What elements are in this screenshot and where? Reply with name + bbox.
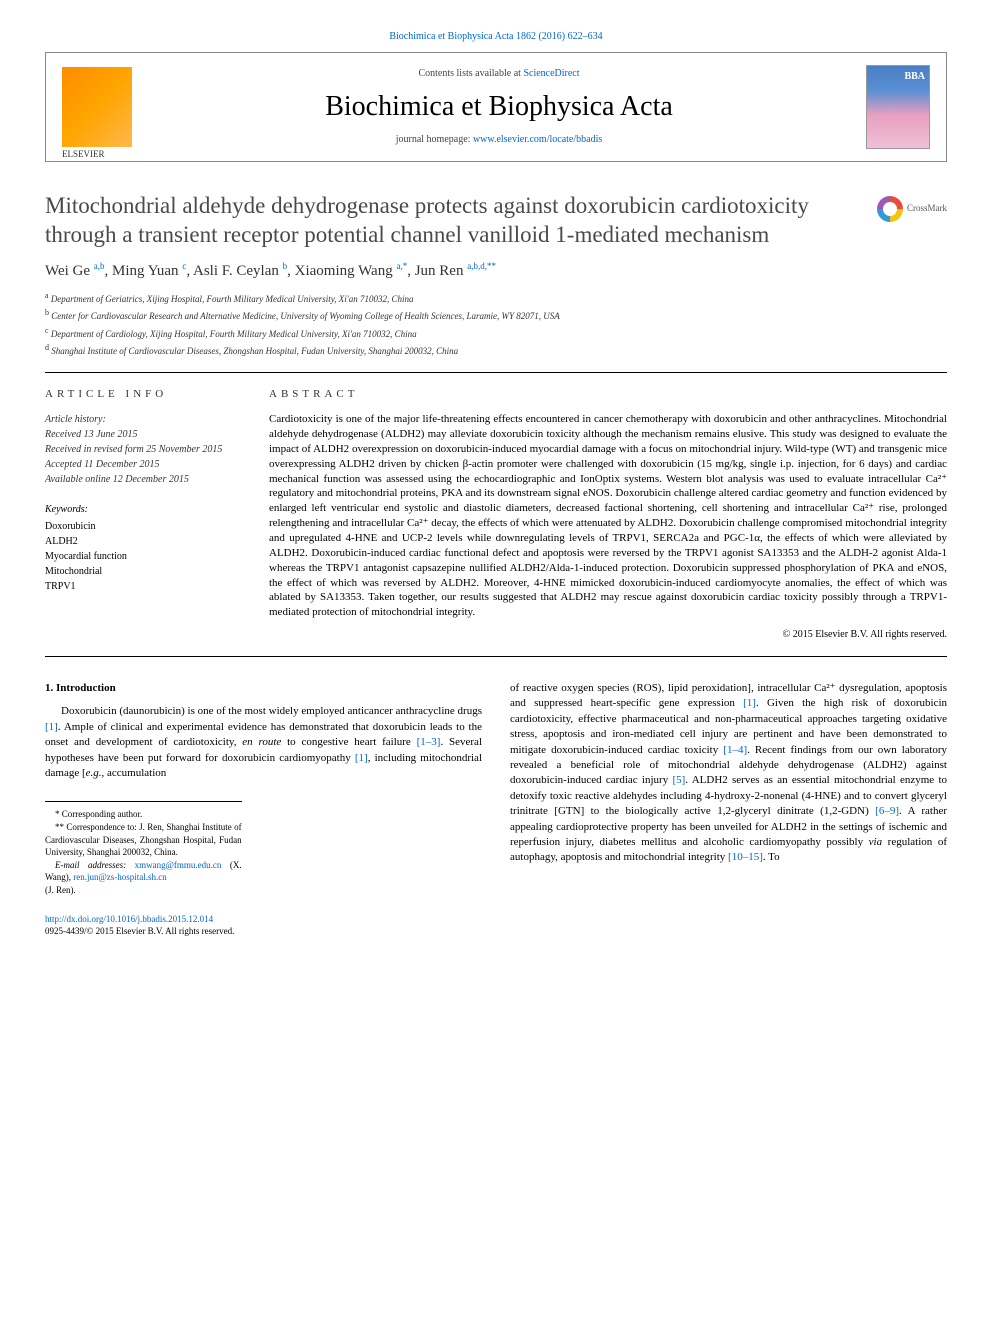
footnotes: * Corresponding author. ** Correspondenc… (45, 801, 242, 896)
introduction-heading: 1. Introduction (45, 681, 482, 696)
email-label: E-mail addresses: (55, 860, 135, 870)
ref-link[interactable]: [1] (355, 752, 368, 764)
keywords-label: Keywords: (45, 503, 245, 517)
top-citation-link[interactable]: Biochimica et Biophysica Acta 1862 (2016… (389, 31, 602, 42)
ref-link[interactable]: [5] (672, 774, 685, 786)
article-info-heading: ARTICLE INFO (45, 387, 245, 402)
footnote-corr2: ** Correspondence to: J. Ren, Shanghai I… (45, 821, 242, 859)
history-line: Accepted 11 December 2015 (45, 457, 245, 472)
paper-title: Mitochondrial aldehyde dehydrogenase pro… (45, 192, 947, 250)
crossmark-icon (877, 196, 903, 222)
journal-header: ELSEVIER Contents lists available at Sci… (45, 52, 947, 162)
keyword-item: Myocardial function (45, 549, 245, 564)
affiliation: c Department of Cardiology, Xijing Hospi… (45, 325, 947, 341)
journal-cover-thumbnail (866, 65, 930, 149)
abstract-heading: ABSTRACT (269, 387, 947, 402)
intro-paragraph-col2: of reactive oxygen species (ROS), lipid … (510, 681, 947, 866)
email-link-1[interactable]: xmwang@fmmu.edu.cn (135, 860, 222, 870)
crossmark-badge[interactable]: CrossMark (877, 196, 947, 222)
elsevier-name: ELSEVIER (62, 148, 105, 161)
divider-bottom (45, 656, 947, 657)
journal-name: Biochimica et Biophysica Acta (132, 87, 866, 126)
issn-line: 0925-4439/© 2015 Elsevier B.V. All right… (45, 926, 234, 936)
affiliation: b Center for Cardiovascular Research and… (45, 307, 947, 323)
keywords-block: Keywords: DoxorubicinALDH2Myocardial fun… (45, 503, 245, 594)
email2-name: (J. Ren). (45, 885, 76, 895)
affiliation: d Shanghai Institute of Cardiovascular D… (45, 342, 947, 358)
divider-top (45, 372, 947, 373)
paper-title-text: Mitochondrial aldehyde dehydrogenase pro… (45, 193, 809, 247)
abstract-copyright: © 2015 Elsevier B.V. All rights reserved… (269, 628, 947, 642)
keyword-item: Doxorubicin (45, 519, 245, 534)
keyword-item: Mitochondrial (45, 564, 245, 579)
sciencedirect-link[interactable]: ScienceDirect (523, 68, 579, 79)
history-line: Available online 12 December 2015 (45, 472, 245, 487)
crossmark-label: CrossMark (907, 203, 947, 214)
contents-prefix: Contents lists available at (418, 68, 523, 79)
contents-line: Contents lists available at ScienceDirec… (132, 67, 866, 81)
history-line: Received 13 June 2015 (45, 427, 245, 442)
keyword-item: ALDH2 (45, 534, 245, 549)
ref-link[interactable]: [6–9] (875, 805, 899, 817)
authors-line: Wei Ge a,b, Ming Yuan c, Asli F. Ceylan … (45, 260, 947, 282)
page-footer: http://dx.doi.org/10.1016/j.bbadis.2015.… (45, 913, 482, 938)
footnote-emails: E-mail addresses: xmwang@fmmu.edu.cn (X.… (45, 859, 242, 897)
history-label: Article history: (45, 412, 245, 427)
homepage-link[interactable]: www.elsevier.com/locate/bbadis (473, 134, 602, 145)
ref-link[interactable]: [1–3] (417, 736, 441, 748)
intro-paragraph-col1: Doxorubicin (daunorubicin) is one of the… (45, 704, 482, 781)
article-history: Article history: Received 13 June 2015Re… (45, 412, 245, 487)
keyword-item: TRPV1 (45, 579, 245, 594)
homepage-prefix: journal homepage: (396, 134, 473, 145)
ref-link[interactable]: [10–15] (728, 851, 763, 863)
abstract-text: Cardiotoxicity is one of the major life-… (269, 412, 947, 620)
ref-link[interactable]: [1] (45, 721, 58, 733)
email-link-2[interactable]: ren.jun@zs-hospital.sh.cn (73, 872, 167, 882)
homepage-line: journal homepage: www.elsevier.com/locat… (132, 133, 866, 147)
affiliation: a Department of Geriatrics, Xijing Hospi… (45, 290, 947, 306)
doi-link[interactable]: http://dx.doi.org/10.1016/j.bbadis.2015.… (45, 914, 213, 924)
history-line: Received in revised form 25 November 201… (45, 442, 245, 457)
elsevier-logo (62, 67, 132, 147)
ref-link[interactable]: [1] (743, 697, 756, 709)
footnote-corr1: * Corresponding author. (45, 808, 242, 821)
ref-link[interactable]: [1–4] (723, 744, 747, 756)
top-citation: Biochimica et Biophysica Acta 1862 (2016… (45, 30, 947, 44)
